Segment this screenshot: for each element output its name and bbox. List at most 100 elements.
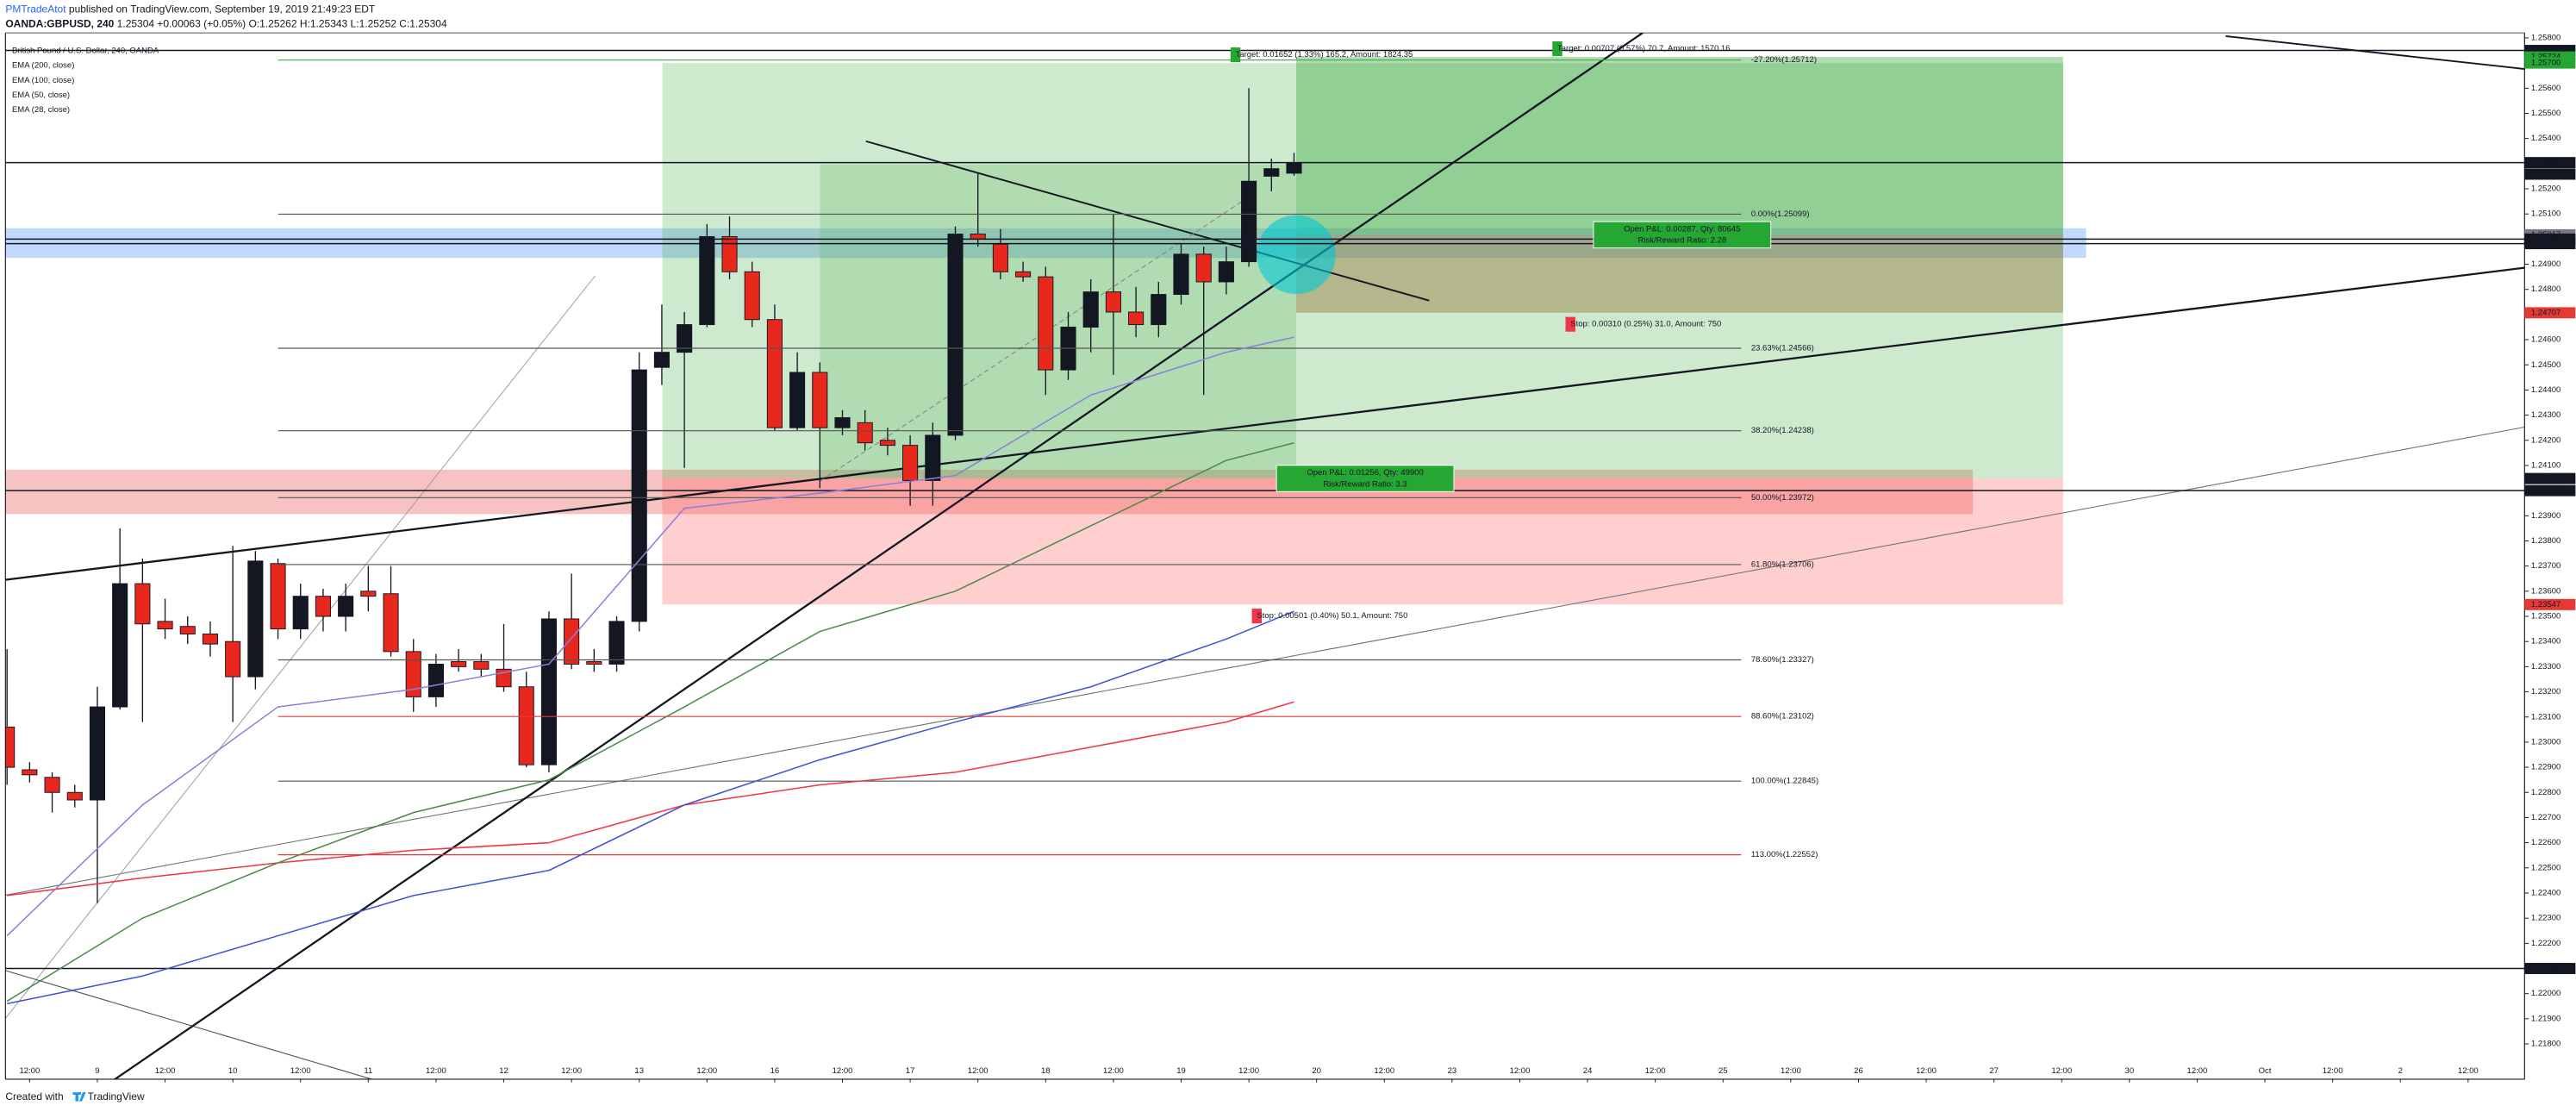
candle-body: [744, 271, 760, 321]
ratio-label: Risk/Reward Ratio: 2.28: [1638, 236, 1727, 246]
x-tick-label: 17: [906, 1066, 915, 1076]
candle-body: [1286, 162, 1302, 174]
price-label-bg: [2524, 238, 2576, 250]
candle-body: [315, 596, 331, 617]
candle-body: [112, 583, 128, 708]
y-tick-label: 1.23200: [2531, 687, 2560, 697]
x-tick-label: 30: [2125, 1066, 2135, 1076]
x-tick-label: 9: [95, 1066, 99, 1076]
y-tick-label: 1.21900: [2531, 1014, 2560, 1023]
candle-body: [699, 235, 715, 326]
y-tick-label: 1.24200: [2531, 435, 2560, 445]
target-label: Target: 0.01652 (1.33%) 165.2, Amount: 1…: [1236, 50, 1413, 59]
axes: 1.21800 1.21900 1.22000 1.22100 1.22200 1.223…: [19, 33, 2576, 1083]
candle-body: [44, 777, 60, 793]
candle-body: [383, 593, 399, 653]
highlight-circle: [1257, 215, 1336, 295]
candle-body: [564, 618, 580, 665]
fib-label: 23.63%(1.24566): [1751, 344, 1814, 353]
price-label: 1.23547: [2531, 600, 2560, 609]
y-tick-label: 1.22700: [2531, 813, 2560, 822]
y-tick-label: 1.22200: [2531, 939, 2560, 948]
countdown-bg: [2524, 168, 2576, 180]
x-tick-label: 12:00: [1645, 1066, 1666, 1076]
candle-body: [540, 618, 557, 765]
x-tick-label: 10: [228, 1066, 238, 1076]
fib-label: 0.00%(1.25099): [1751, 209, 1810, 219]
y-tick-label: 1.23000: [2531, 737, 2560, 747]
legend-entry: EMA (28, close): [12, 105, 70, 115]
y-tick-label: 1.22900: [2531, 763, 2560, 772]
y-tick-label: 1.23600: [2531, 586, 2560, 596]
candle-body: [925, 434, 941, 481]
candle-body: [66, 791, 83, 801]
fib-label: 78.60%(1.23327): [1751, 655, 1814, 665]
positions: [662, 57, 2063, 605]
quote: 1.25304 +0.00063 (+0.05%) O:1.25262 H:1.…: [114, 18, 447, 30]
candle-body: [247, 560, 264, 678]
y-tick-label: 1.24300: [2531, 410, 2560, 420]
y-tick-label: 1.22800: [2531, 788, 2560, 797]
legend-entry: EMA (200, close): [12, 61, 74, 71]
price-label: 1.25700: [2531, 59, 2560, 68]
x-tick-label: 13: [634, 1066, 644, 1076]
x-tick-label: 19: [1176, 1066, 1186, 1076]
trend-line: [865, 140, 1430, 302]
footer-brand[interactable]: TradingView: [88, 1090, 145, 1103]
ema-line: [7, 610, 1294, 1005]
price-label-bg: [2524, 598, 2576, 610]
demand-zone: [5, 469, 1974, 515]
candle-body: [1173, 253, 1189, 296]
fib-label: -27.20%(1.25712): [1751, 55, 1817, 65]
symbol: OANDA:GBPUSD, 240: [5, 18, 114, 30]
candles: [5, 88, 1302, 903]
candle-body: [789, 372, 806, 428]
stop-label-bg: [1251, 609, 1263, 624]
x-tick-label: 27: [1989, 1066, 1999, 1076]
y-tick-label: 1.23400: [2531, 637, 2560, 647]
x-tick-label: 12:00: [155, 1066, 176, 1076]
y-tick-label: 1.22000: [2531, 989, 2560, 998]
x-tick-label: 12:00: [1781, 1066, 1801, 1076]
candle-body: [225, 640, 241, 678]
ema-line: [6, 336, 1294, 937]
pnl-label: Open P&L: 0.00287, Qty: 80645: [1624, 224, 1740, 234]
fib-label: 38.20%(1.24238): [1751, 426, 1814, 435]
author[interactable]: PMTradeAtot: [5, 3, 66, 16]
x-tick-label: 12:00: [1374, 1066, 1394, 1076]
shaded-region: [820, 164, 1297, 478]
x-tick-label: 12:00: [1510, 1066, 1531, 1076]
candle-body: [89, 706, 106, 801]
x-tick-label: 23: [1448, 1066, 1457, 1076]
price-label-bg: [2524, 963, 2576, 974]
price-label: 1.24048: [2531, 474, 2560, 484]
candle-body: [1195, 253, 1212, 283]
candle-body: [857, 422, 873, 444]
candle-body: [1241, 180, 1257, 263]
y-tick-label: 1.24900: [2531, 259, 2560, 269]
y-tick-label: 1.21800: [2531, 1040, 2560, 1049]
candle-body: [405, 651, 421, 697]
y-tick-label: 1.23100: [2531, 712, 2560, 722]
x-tick-label: 12:00: [2187, 1066, 2208, 1076]
legend-entry: EMA (50, close): [12, 91, 70, 100]
price-label-bg: [2524, 157, 2576, 169]
y-tick-label: 1.22600: [2531, 838, 2560, 847]
candle-body: [608, 621, 625, 665]
fib-label: 61.80%(1.23706): [1751, 559, 1814, 569]
y-tick-label: 1.23700: [2531, 561, 2560, 571]
candle-body: [947, 234, 964, 436]
plot-area: -27.20%(1.25712) 0.00%(1.25099) 23.63%(1.2…: [5, 33, 2525, 1079]
x-tick-label: 12:00: [561, 1066, 582, 1076]
y-tick-label: 1.25500: [2531, 109, 2560, 118]
ema-line: [6, 441, 1294, 1003]
x-tick-label: 12:00: [426, 1066, 446, 1076]
candle-body: [179, 626, 196, 634]
price-label: 1.22100: [2531, 964, 2560, 973]
candle-body: [270, 563, 286, 630]
candle-body: [631, 369, 647, 622]
candle-body: [157, 621, 173, 630]
price-label-bg: [2524, 307, 2576, 319]
candle-body: [22, 769, 38, 776]
